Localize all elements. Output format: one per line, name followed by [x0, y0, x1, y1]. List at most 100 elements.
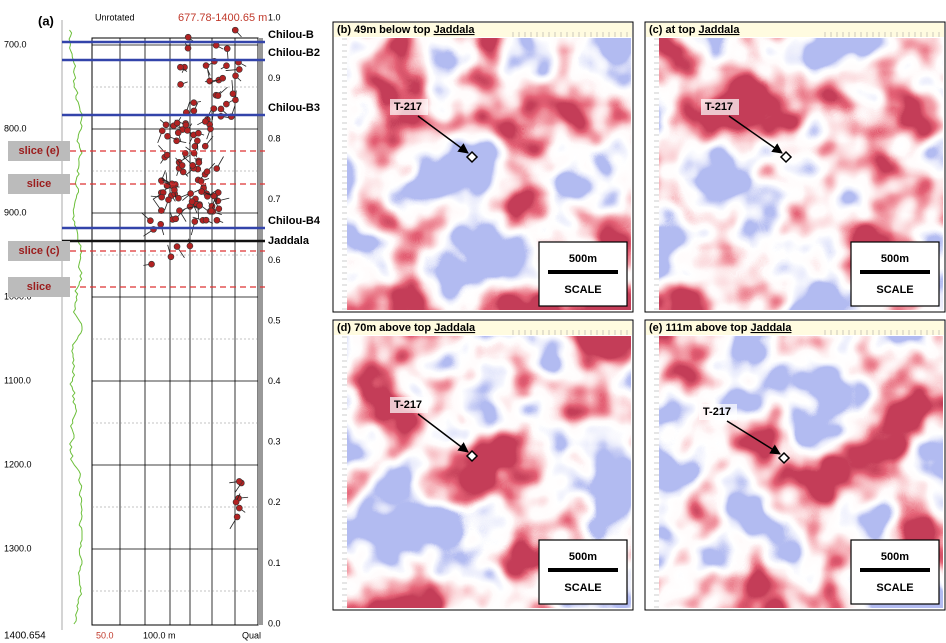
tadpole: [189, 162, 196, 169]
tadpole: [177, 81, 184, 88]
horizon-label: Chilou-B4: [268, 215, 321, 227]
well-label-bg: [390, 99, 428, 115]
tadpole: [202, 216, 210, 224]
depth-label: 1200.0: [4, 459, 32, 469]
tadpole: [182, 121, 190, 129]
slice-label: slice: [27, 281, 51, 293]
tadpole: [184, 33, 192, 41]
tadpole: [188, 198, 196, 205]
footer-left: 50.0: [96, 630, 114, 640]
ruler-left: [646, 335, 659, 609]
tadpole: [162, 121, 170, 129]
scale-label: 0.4: [268, 376, 281, 386]
tadpole: [236, 504, 243, 512]
tadpole: [215, 205, 223, 213]
tadpole: [217, 105, 225, 113]
well-marker: [777, 451, 791, 465]
well-marker: [465, 449, 479, 463]
tadpole: [223, 62, 230, 70]
tadpole: [214, 92, 222, 99]
footer-right: Qual: [242, 630, 261, 640]
title-horizon: Jaddala: [434, 322, 476, 334]
map-panel: (b) 49m below top Jaddala T-217 500m SCALE: [332, 21, 634, 313]
scale-label: 0.3: [268, 437, 281, 447]
panel-title: (b) 49m below top Jaddala: [337, 24, 475, 36]
tadpole: [179, 168, 187, 176]
title-band: [334, 23, 632, 37]
tadpole: [210, 192, 218, 200]
tadpole: [235, 66, 243, 73]
ruler-left: [646, 37, 659, 311]
slice-box: [8, 141, 70, 161]
tadpole: [196, 202, 203, 209]
well-label-bg: [390, 397, 428, 413]
tadpole: [202, 62, 210, 69]
scale-bar: [860, 568, 930, 572]
panel-title: (d) 70m above top Jaddala: [337, 322, 476, 334]
scale-label: 0.8: [268, 134, 281, 144]
scale-bar-label: 500m: [881, 253, 909, 265]
scale-label: 0.2: [268, 497, 281, 507]
tadpole: [158, 127, 166, 135]
tadpole: [164, 132, 171, 140]
title-band: [334, 321, 632, 335]
title-band: [646, 321, 944, 335]
panel-title: (e) 111m above top Jaddala: [649, 322, 792, 334]
scale-label: 0.1: [268, 558, 281, 568]
title-text: (c) at top: [649, 24, 699, 36]
tadpole: [197, 177, 205, 185]
tadpole: [186, 242, 194, 250]
tadpole: [165, 196, 172, 204]
tadpole: [213, 165, 221, 172]
tadpole: [191, 218, 199, 225]
map-panel: (d) 70m above top Jaddala T-217 500m SCALE: [332, 319, 634, 611]
footer-mid: 100.0 m: [143, 630, 176, 640]
title-horizon: Jaddala: [750, 322, 792, 334]
scale-bar-label: 500m: [881, 551, 909, 563]
ruler-left: [334, 37, 347, 311]
scale-label: 0.5: [268, 315, 281, 325]
scale-bar: [548, 270, 618, 274]
tadpole: [182, 150, 189, 157]
tadpole: [158, 207, 165, 214]
tadpole: [231, 26, 239, 34]
tadpole: [198, 188, 205, 195]
tadpole: [214, 189, 222, 196]
tadpole: [206, 77, 213, 85]
scale-bar-label: 500m: [569, 253, 597, 265]
depth-label: 800.0: [4, 123, 27, 133]
slice-label: slice (e): [19, 145, 60, 157]
horizon-label: Chilou-B2: [268, 47, 320, 59]
title-text: (b) 49m below top: [337, 24, 434, 36]
scale-word: SCALE: [876, 284, 913, 296]
tadpole: [191, 143, 199, 150]
depth-label: 1300.0: [4, 543, 32, 553]
tadpole: [203, 168, 211, 175]
gamma-ray-curve: [68, 29, 83, 625]
tadpole: [232, 498, 240, 506]
title-text: (e) 111m above top: [649, 322, 750, 334]
title-horizon: Jaddala: [434, 24, 476, 36]
well-marker: [465, 150, 479, 164]
scale-bar: [548, 568, 618, 572]
tadpole: [148, 260, 155, 268]
tadpole: [235, 478, 243, 485]
tadpole: [172, 215, 180, 223]
tadpole: [163, 151, 171, 159]
tadpole: [190, 107, 198, 115]
tadpole: [219, 74, 226, 82]
scale-word: SCALE: [876, 582, 913, 594]
panel-title: (c) at top Jaddala: [649, 24, 740, 36]
ruler-left: [334, 335, 347, 609]
tadpole: [202, 118, 209, 125]
tadpole: [158, 193, 166, 201]
tadpole: [174, 129, 182, 137]
tadpole: [173, 243, 181, 250]
map-panel: (e) 111m above top Jaddala T-217 500m SCALE: [644, 319, 946, 611]
tadpole: [233, 513, 241, 521]
scale-bar-label: 500m: [569, 551, 597, 563]
scale-word: SCALE: [564, 284, 601, 296]
well-arrow: [417, 413, 469, 453]
scale-label: 0.0: [268, 618, 281, 628]
horizon-label: Chilou-B3: [268, 102, 320, 114]
